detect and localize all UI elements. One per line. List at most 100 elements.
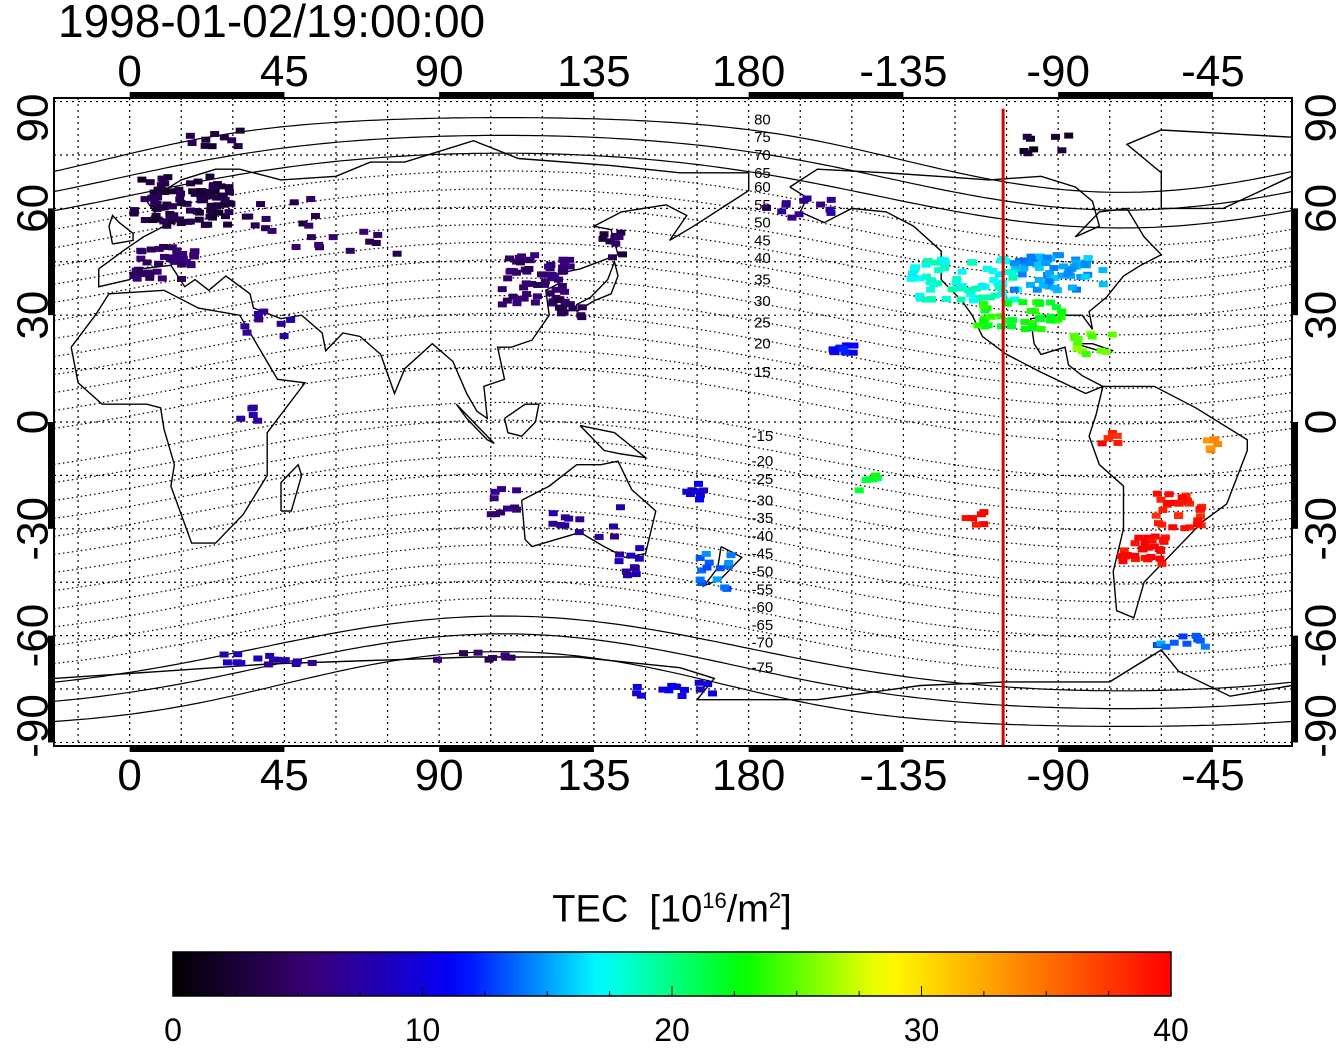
- tec-cell: [1173, 500, 1183, 507]
- tec-cell: [154, 260, 164, 267]
- tec-cell: [162, 201, 172, 208]
- tec-cell: [212, 194, 222, 201]
- coastline: [455, 403, 495, 445]
- tec-cell: [626, 552, 636, 559]
- tec-cell: [968, 515, 978, 522]
- tec-cell: [306, 234, 316, 241]
- tec-cluster: [961, 509, 989, 528]
- tec-cell: [1080, 261, 1090, 268]
- tec-cell: [519, 295, 529, 302]
- tec-cell: [176, 190, 186, 197]
- bottom-longitude-label: 0: [117, 751, 141, 800]
- tec-cell: [940, 265, 950, 272]
- magnetic-latitude-label: -55: [752, 581, 774, 598]
- colorbar-tick-label: 10: [405, 1012, 441, 1048]
- tec-cell: [1020, 257, 1030, 264]
- tec-cell: [961, 515, 971, 522]
- tec-cell: [371, 240, 381, 247]
- tec-cell: [165, 214, 175, 221]
- magnetic-latitude-label: 20: [754, 336, 771, 353]
- tec-cell: [150, 215, 160, 222]
- tec-cell: [976, 511, 986, 518]
- map-axes: 0045459090135135180180-135-135-90-90-45-…: [9, 47, 1344, 800]
- border-bar: [48, 422, 54, 529]
- tec-cell: [227, 137, 237, 144]
- tec-cell: [153, 186, 163, 193]
- tec-cell: [1024, 260, 1034, 267]
- tec-cell: [1064, 268, 1074, 275]
- tec-cell: [214, 209, 224, 216]
- tec-cell: [1071, 256, 1081, 263]
- tec-cell: [1103, 435, 1113, 442]
- tec-cell: [1097, 440, 1107, 447]
- tec-cell: [392, 250, 402, 257]
- tec-cell: [146, 246, 156, 253]
- tec-cell: [631, 571, 641, 578]
- tec-cell: [268, 656, 278, 663]
- tec-cell: [433, 656, 443, 663]
- tec-cell: [966, 291, 976, 298]
- tec-cell: [614, 558, 624, 565]
- tec-cell: [1191, 632, 1201, 639]
- tec-cell: [264, 661, 274, 668]
- border-bar: [1292, 208, 1298, 316]
- tec-cell: [261, 225, 271, 232]
- tec-cell: [165, 210, 175, 217]
- tec-cell: [224, 189, 234, 196]
- tec-cell: [176, 200, 186, 207]
- tec-cell: [1026, 307, 1036, 314]
- tec-cell: [307, 659, 317, 666]
- tec-cluster: [1069, 330, 1117, 358]
- tec-cell: [157, 275, 167, 282]
- tec-cell: [193, 178, 203, 185]
- tec-cell: [1193, 517, 1203, 524]
- tec-cell: [557, 282, 567, 289]
- tec-cluster: [553, 296, 587, 321]
- tec-cell: [1077, 348, 1087, 355]
- bottom-longitude-label: 90: [415, 751, 464, 800]
- tec-cell: [554, 304, 564, 311]
- border-bar: [1058, 746, 1213, 752]
- tec-cell: [506, 267, 516, 274]
- tec-cell: [241, 213, 251, 220]
- magnetic-latitude-label: -25: [752, 471, 774, 488]
- tec-cell: [279, 333, 289, 340]
- tec-cell: [708, 690, 718, 697]
- tec-cell: [695, 576, 705, 583]
- tec-cell: [1044, 278, 1054, 285]
- tec-cell: [512, 506, 522, 513]
- tec-cell: [1169, 639, 1179, 646]
- bottom-longitude-label: 180: [712, 751, 785, 800]
- top-longitude-label: 0: [117, 47, 141, 96]
- tec-cell: [871, 472, 881, 479]
- tec-cell: [1008, 274, 1018, 281]
- tec-cell: [517, 253, 527, 260]
- tec-cell: [825, 206, 835, 213]
- tec-cell: [145, 179, 155, 186]
- tec-cell: [486, 511, 496, 518]
- tec-cell: [941, 296, 951, 303]
- tec-cell: [1046, 313, 1056, 320]
- bottom-longitude-label: -135: [859, 751, 947, 800]
- tec-cell: [979, 521, 989, 528]
- tec-cell: [536, 271, 546, 278]
- tec-cell: [1003, 297, 1013, 304]
- tec-cell: [557, 268, 567, 275]
- tec-cell: [622, 572, 632, 579]
- tec-cell: [497, 286, 507, 293]
- tec-cell: [1195, 505, 1205, 512]
- tec-cell: [1119, 547, 1129, 554]
- tec-cell: [159, 243, 169, 250]
- tec-cell: [940, 257, 950, 264]
- magnetic-contour: [54, 651, 1292, 728]
- tec-cell: [524, 265, 534, 272]
- tec-cell: [219, 651, 229, 658]
- magnetic-latitude-label: -40: [752, 528, 774, 545]
- tec-cell: [484, 656, 494, 663]
- tec-cell: [1134, 534, 1144, 541]
- colorbar-unit-mid: /m: [726, 888, 769, 931]
- tec-cell: [205, 173, 215, 180]
- tec-cell: [224, 184, 234, 191]
- tec-cell: [864, 476, 874, 483]
- magnetic-latitude-label: 40: [754, 250, 771, 267]
